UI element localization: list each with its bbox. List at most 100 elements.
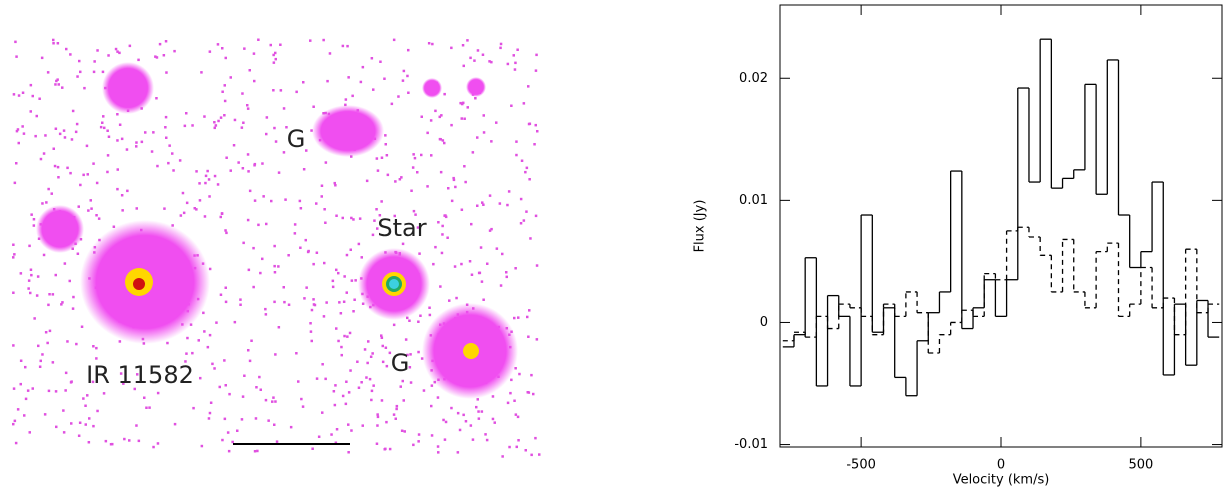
- noise-pixel: [204, 182, 207, 185]
- noise-pixel: [383, 78, 386, 81]
- noise-pixel: [335, 215, 338, 218]
- noise-pixel: [44, 413, 47, 416]
- noise-pixel: [52, 293, 55, 296]
- noise-pixel: [507, 63, 510, 65]
- noise-pixel: [15, 442, 18, 445]
- noise-pixel: [40, 158, 43, 161]
- noise-pixel: [213, 121, 216, 124]
- noise-pixel: [209, 50, 212, 53]
- noise-pixel: [362, 66, 365, 69]
- noise-pixel: [303, 297, 306, 300]
- noise-pixel: [525, 449, 528, 452]
- noise-pixel: [25, 398, 28, 401]
- noise-pixel: [12, 256, 15, 259]
- noise-pixel: [439, 138, 442, 141]
- noise-pixel: [517, 416, 520, 419]
- noise-pixel: [221, 91, 224, 94]
- noise-pixel: [335, 269, 338, 272]
- noise-pixel: [266, 116, 269, 119]
- noise-pixel: [249, 190, 252, 193]
- noise-pixel: [474, 97, 477, 100]
- noise-pixel: [46, 342, 49, 345]
- noise-pixel: [345, 381, 348, 384]
- noise-pixel: [274, 400, 277, 403]
- noise-pixel: [224, 100, 227, 103]
- noise-pixel: [385, 421, 388, 424]
- noise-pixel: [70, 381, 73, 384]
- noise-pixel: [394, 180, 397, 183]
- noise-pixel: [278, 326, 281, 329]
- noise-pixel: [515, 140, 518, 143]
- noise-pixel: [13, 387, 16, 390]
- noise-pixel: [234, 321, 237, 324]
- noise-pixel: [157, 442, 160, 445]
- noise-pixel: [360, 381, 363, 384]
- noise-pixel: [126, 190, 129, 193]
- noise-pixel: [63, 431, 66, 434]
- noise-pixel: [115, 48, 118, 51]
- noise-pixel: [41, 57, 44, 60]
- noise-pixel: [265, 133, 268, 136]
- noise-pixel: [273, 61, 276, 64]
- noise-pixel: [255, 417, 258, 420]
- noise-pixel: [290, 426, 293, 429]
- noise-pixel: [60, 303, 63, 306]
- noise-pixel: [337, 340, 340, 343]
- noise-pixel: [371, 390, 374, 393]
- noise-pixel: [64, 389, 67, 392]
- noise-pixel: [334, 384, 337, 387]
- noise-pixel: [334, 404, 337, 407]
- noise-pixel: [152, 446, 155, 449]
- noise-pixel: [90, 199, 93, 202]
- noise-pixel: [450, 124, 453, 127]
- noise-pixel: [520, 222, 523, 225]
- noise-pixel: [186, 337, 189, 340]
- noise-pixel: [203, 330, 206, 333]
- noise-pixel: [96, 49, 99, 52]
- noise-pixel: [53, 148, 56, 151]
- noise-pixel: [223, 359, 226, 362]
- noise-pixel: [65, 48, 68, 51]
- noise-pixel: [321, 411, 324, 414]
- noise-pixel: [84, 405, 87, 408]
- noise-pixel: [366, 180, 369, 183]
- noise-pixel: [78, 205, 81, 208]
- noise-pixel: [38, 98, 41, 101]
- noise-pixel: [43, 254, 46, 257]
- noise-pixel: [57, 42, 60, 45]
- x-tick-label: -500: [846, 458, 876, 473]
- noise-pixel: [387, 174, 390, 177]
- noise-pixel: [416, 171, 419, 174]
- noise-pixel: [195, 170, 198, 173]
- noise-pixel: [441, 252, 444, 255]
- noise-pixel: [384, 448, 387, 451]
- noise-pixel: [287, 254, 290, 257]
- noise-pixel: [14, 420, 17, 423]
- noise-pixel: [514, 62, 517, 65]
- noise-pixel: [208, 195, 211, 198]
- noise-pixel: [347, 423, 350, 426]
- noise-pixel: [283, 151, 286, 154]
- noise-pixel: [12, 244, 15, 247]
- label: G: [287, 125, 306, 153]
- noise-pixel: [417, 321, 420, 324]
- noise-pixel: [381, 157, 384, 160]
- noise-pixel: [429, 314, 432, 317]
- noise-pixel: [472, 438, 475, 441]
- noise-pixel: [204, 215, 207, 218]
- noise-pixel: [279, 44, 282, 47]
- noise-pixel: [254, 199, 256, 202]
- noise-pixel: [481, 410, 484, 413]
- noise-pixel: [86, 145, 89, 148]
- noise-pixel: [517, 439, 520, 442]
- noise-pixel: [486, 263, 489, 266]
- noise-pixel: [417, 351, 420, 354]
- noise-pixel: [75, 343, 78, 346]
- noise-pixel: [21, 125, 24, 128]
- noise-pixel: [93, 60, 96, 63]
- noise-pixel: [92, 162, 95, 165]
- noise-pixel: [54, 83, 57, 86]
- noise-pixel: [376, 413, 379, 416]
- noise-pixel: [362, 424, 365, 427]
- noise-pixel: [516, 49, 519, 52]
